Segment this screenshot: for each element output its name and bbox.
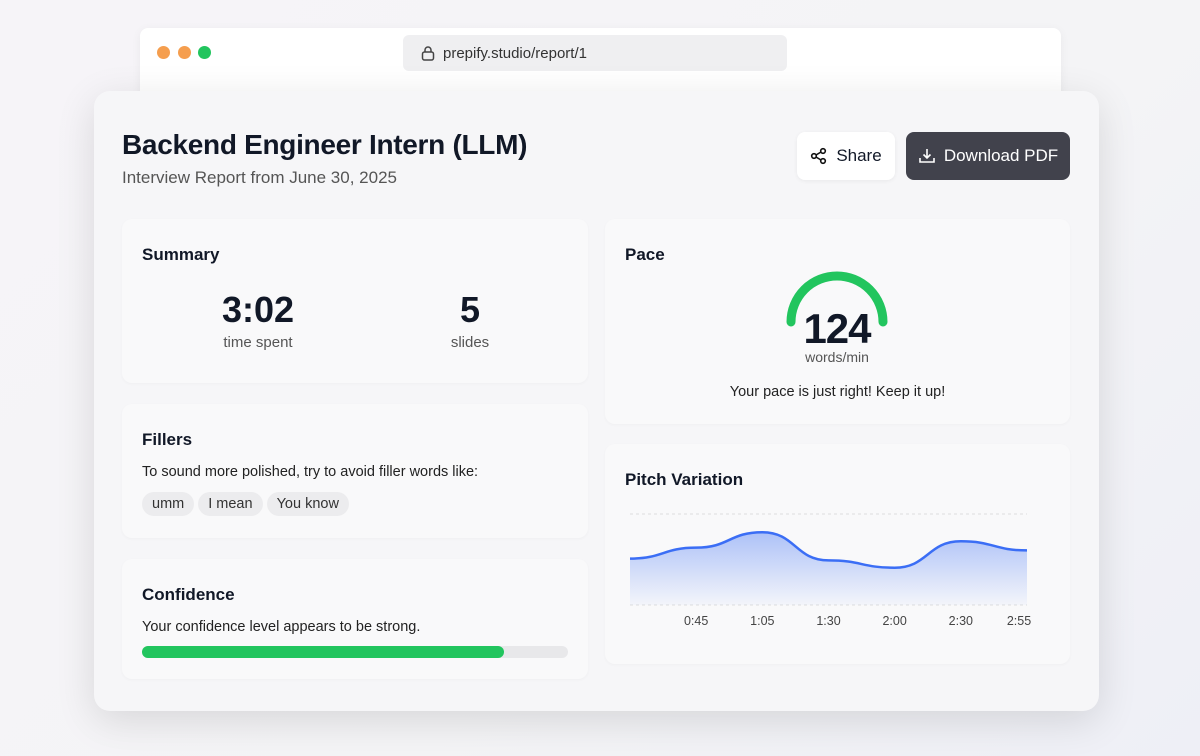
confidence-card: Confidence Your confidence level appears… [122,559,588,679]
time-spent-value: 3:02 [221,289,295,330]
pace-unit: words/min [805,349,869,365]
minimize-window-dot[interactable] [178,46,191,59]
download-label: Download PDF [943,146,1059,165]
confidence-text: Your confidence level appears to be stro… [142,619,421,635]
pace-title: Pace [625,245,665,264]
time-spent-label: time spent [223,334,293,351]
pace-value: 124 [803,305,871,352]
pitch-title: Pitch Variation [625,470,744,489]
slides-value: 5 [459,289,481,330]
pace-card: Pace 124 words/min Your pace is just rig… [605,219,1070,424]
download-icon [919,149,935,163]
pitch-area [630,532,1027,605]
report-panel: Backend Engineer Intern (LLM) Interview … [94,91,1099,711]
slides-label: slides [450,334,490,351]
page-subtitle: Interview Report from June 30, 2025 [122,168,397,187]
x-tick-label: 2:30 [949,614,973,628]
summary-title: Summary [142,245,220,264]
fillers-card: Fillers To sound more polished, try to a… [122,404,588,538]
x-tick-label: 0:45 [684,614,708,628]
x-tick-label: 2:00 [882,614,906,628]
fillers-title: Fillers [142,430,193,449]
share-label: Share [836,146,882,165]
pace-gauge-arc [786,271,888,327]
filler-chip: umm [142,492,195,516]
pitch-chart: 0:45 1:05 1:30 2:00 2:30 2:55 [629,513,1031,628]
share-icon [811,147,827,165]
download-pdf-button[interactable]: Download PDF [906,132,1070,180]
pitch-card: Pitch Variation 0:45 1:05 1:30 2:00 2:30 2:55 [605,444,1070,664]
filler-chips: umm I mean You know [142,492,353,516]
confidence-bar [142,646,568,658]
x-tick-label: 1:30 [816,614,840,628]
pace-message: Your pace is just right! Keep it up! [729,384,946,400]
pace-gauge [786,271,888,327]
address-bar[interactable]: prepify.studio/report/1 [403,35,787,71]
x-tick-label: 1:05 [750,614,774,628]
confidence-title: Confidence [142,585,235,604]
fillers-text: To sound more polished, try to avoid fil… [142,464,479,480]
url-text: prepify.studio/report/1 [443,44,587,62]
page-title: Backend Engineer Intern (LLM) [122,129,528,160]
share-button[interactable]: Share [797,132,895,180]
confidence-bar-fill [142,646,505,658]
pitch-line [629,530,1028,569]
lock-icon [421,46,435,61]
x-tick-label: 2:55 [1007,614,1031,628]
summary-card: Summary 3:02 time spent 5 slides [122,219,588,383]
filler-chip: I mean [198,492,263,516]
filler-chip: You know [266,492,349,516]
close-window-dot[interactable] [157,46,170,59]
maximize-window-dot[interactable] [198,46,211,59]
